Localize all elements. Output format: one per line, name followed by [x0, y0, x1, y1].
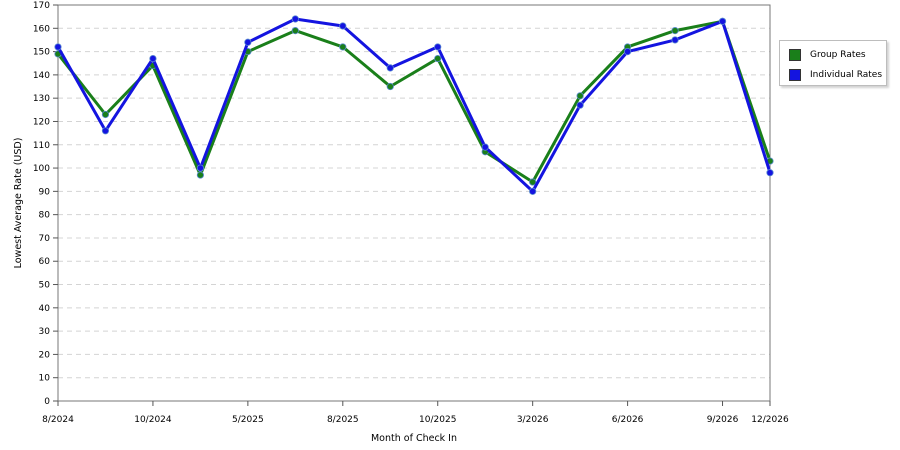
y-tick-label: 50	[39, 281, 51, 291]
y-tick-label: 150	[33, 48, 50, 58]
legend-swatch-individual-rates	[789, 69, 801, 81]
data-point-group-rates	[339, 43, 347, 51]
y-tick-label: 170	[33, 1, 50, 11]
x-tick-label: 8/2024	[42, 415, 74, 425]
data-point-group-rates	[434, 54, 442, 63]
data-point-individual-rates	[244, 38, 252, 46]
data-point-individual-rates	[291, 15, 299, 23]
x-axis-title: Month of Check In	[371, 433, 457, 444]
data-point-individual-rates	[481, 143, 489, 151]
data-point-individual-rates	[149, 54, 157, 63]
x-tick-label: 9/2026	[707, 415, 739, 425]
y-tick-label: 110	[33, 141, 50, 151]
legend: Group Rates Individual Rates	[779, 40, 887, 86]
data-point-individual-rates	[576, 101, 584, 109]
y-tick-label: 0	[44, 397, 50, 407]
legend-swatch-group-rates	[789, 49, 801, 61]
y-tick-label: 160	[33, 24, 50, 34]
y-tick-label: 90	[39, 187, 51, 197]
data-point-group-rates	[101, 110, 110, 119]
data-point-group-rates	[291, 27, 299, 35]
legend-label-individual-rates: Individual Rates	[810, 70, 883, 80]
y-tick-label: 100	[33, 164, 50, 174]
y-tick-label: 20	[39, 350, 51, 360]
y-tick-label: 10	[39, 374, 51, 384]
data-point-individual-rates	[196, 164, 204, 172]
y-tick-label: 30	[39, 327, 51, 337]
data-point-group-rates	[529, 178, 537, 186]
data-point-individual-rates	[339, 22, 347, 30]
data-point-group-rates	[386, 82, 394, 91]
x-axis: 8/2024 10/2024 5/2025 8/2025 10/2025 3/2026 6/…	[42, 401, 789, 425]
series-lines	[54, 15, 774, 195]
grid-lines	[58, 27, 770, 379]
y-tick-label: 80	[39, 211, 51, 221]
plot-area-frame	[57, 4, 771, 402]
x-tick-label: 12/2026	[751, 415, 789, 425]
data-point-individual-rates	[529, 187, 537, 195]
data-point-group-rates	[671, 27, 679, 35]
x-tick-label: 3/2026	[517, 415, 549, 425]
data-point-individual-rates	[434, 43, 442, 51]
x-tick-label: 8/2025	[327, 415, 359, 425]
data-point-individual-rates	[671, 36, 679, 44]
data-point-individual-rates	[101, 127, 110, 135]
y-tick-label: 40	[39, 304, 51, 314]
y-axis-title: Lowest Average Rate (USD)	[13, 138, 24, 269]
y-tick-label: 70	[39, 234, 51, 244]
y-axis: 0 10 20 30 40 50 60 70 80 90 100 110 120 130 140 150 160…	[33, 1, 58, 407]
data-point-individual-rates	[718, 17, 727, 25]
x-tick-label: 5/2025	[232, 415, 264, 425]
x-tick-label: 10/2024	[134, 415, 172, 425]
legend-item-group-rates: Group Rates	[789, 48, 866, 62]
series-line-individual-rates	[56, 17, 772, 193]
data-point-individual-rates	[766, 169, 774, 177]
data-point-group-rates	[576, 92, 584, 100]
data-point-group-rates	[196, 171, 204, 179]
data-point-individual-rates	[623, 47, 632, 56]
y-tick-label: 60	[39, 257, 51, 267]
data-point-individual-rates	[54, 43, 62, 51]
x-tick-label: 6/2026	[612, 415, 644, 425]
y-tick-label: 140	[33, 71, 50, 81]
data-point-individual-rates	[386, 64, 394, 72]
x-tick-label: 10/2025	[419, 415, 456, 425]
series-line-group-rates	[56, 19, 772, 184]
legend-item-individual-rates: Individual Rates	[789, 68, 882, 82]
y-tick-label: 130	[33, 94, 50, 104]
y-tick-label: 120	[33, 117, 50, 127]
legend-label-group-rates: Group Rates	[810, 50, 866, 60]
